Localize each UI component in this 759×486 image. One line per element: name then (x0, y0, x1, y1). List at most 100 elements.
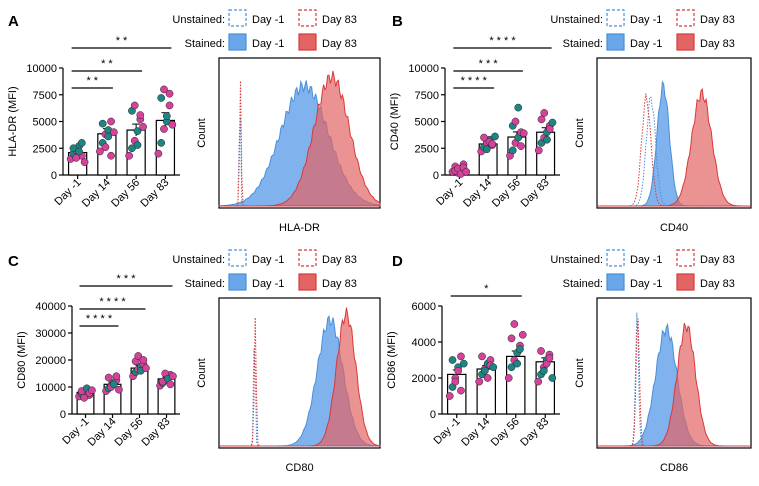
data-point (540, 109, 549, 117)
histogram-y-label: Count (574, 118, 586, 147)
data-point (96, 147, 104, 156)
panel-letter: C (8, 253, 19, 270)
data-point (507, 363, 516, 372)
x-tick-label: Day 56 (489, 416, 522, 449)
data-point (133, 141, 142, 149)
legend-day-b: Day 83 (322, 254, 357, 266)
y-tick-label: 30000 (35, 328, 66, 340)
data-point (482, 145, 491, 154)
data-point (101, 143, 110, 152)
significance-label: * * (101, 58, 113, 70)
data-point (88, 386, 96, 395)
legend-day-b: Day 83 (322, 14, 357, 26)
legend-swatch-unstained-day83 (298, 9, 317, 27)
x-tick-label: Day 14 (80, 177, 113, 210)
x-tick-label: Day 56 (490, 177, 523, 210)
data-point (165, 101, 174, 110)
data-point (548, 118, 557, 127)
data-point (545, 125, 554, 133)
significance-label: * * (116, 35, 128, 47)
legend-swatch-unstained-day83 (676, 249, 695, 267)
histogram-frame (596, 297, 752, 449)
significance-label: * * * * (489, 35, 516, 47)
data-point (157, 94, 166, 102)
data-point (510, 320, 519, 328)
histogram-y-label: Count (574, 358, 586, 387)
x-tick-label: Day 83 (519, 177, 552, 210)
legend-day-a: Day -1 (630, 254, 662, 266)
data-point (80, 158, 89, 167)
data-point (511, 117, 520, 126)
legend-unstained-label: Unstained: (550, 14, 603, 26)
data-point (534, 377, 543, 386)
histogram-x-label: CD86 (660, 462, 688, 474)
data-point (548, 374, 557, 382)
legend-day-b: Day 83 (700, 38, 735, 50)
y-axis-label: CD80 (MFI) (16, 331, 28, 388)
y-tick-label: 40000 (35, 301, 66, 313)
significance-label: * (484, 283, 489, 295)
legend-swatch-unstained-day-minus1 (606, 249, 625, 267)
data-point (125, 151, 133, 160)
legend-swatch-unstained-day-minus1 (228, 9, 247, 27)
data-point (77, 139, 86, 147)
legend-swatch-unstained-day-minus1 (228, 249, 247, 267)
data-point (142, 364, 150, 372)
legend-day-a: Day -1 (630, 38, 662, 50)
data-point (459, 359, 468, 368)
significance-label: * * * (117, 273, 137, 285)
data-point (516, 345, 524, 354)
histogram-stained-day83 (597, 87, 751, 207)
data-point (162, 112, 171, 121)
data-point (478, 352, 486, 361)
legend-day-b: Day 83 (700, 14, 735, 26)
y-tick-label: 0 (60, 409, 66, 421)
panel-C: C 0 10000 20000 30000 40000 CD80 (MFI) Day -1 Da… (8, 249, 381, 474)
y-tick-label: 0 (433, 170, 439, 182)
histogram-unstained-day-minus1 (219, 348, 380, 447)
legend-unstained-label: Unstained: (172, 14, 225, 26)
data-point (168, 120, 177, 129)
data-point (75, 147, 83, 156)
data-point (451, 377, 460, 386)
panel-B: B 0 2500 5000 7500 10000 CD40 (MFI) Day -1 Day 1… (389, 9, 752, 234)
histogram-A: Unstained: Stained: Day -1 Day 83 Day -1 Day … (172, 9, 381, 234)
y-tick-label: 10000 (408, 63, 439, 75)
data-point (169, 372, 177, 381)
significance-label: * * * * (86, 313, 113, 325)
x-tick-label: Day 14 (85, 416, 118, 449)
data-point (134, 352, 143, 360)
x-tick-label: Day -1 (52, 177, 83, 208)
data-point (160, 85, 168, 94)
histogram-unstained-day-minus1 (597, 312, 751, 447)
histogram-stained-day83 (219, 307, 381, 447)
data-point (139, 356, 148, 364)
data-point (130, 101, 139, 110)
x-tick-label: Day 83 (138, 177, 171, 210)
data-point (112, 372, 121, 381)
data-point (518, 330, 527, 339)
legend-swatch-stained-day83 (676, 33, 695, 51)
legend-stained-label: Stained: (185, 38, 225, 50)
legend-day-b: Day 83 (700, 278, 735, 290)
histogram-frame (218, 57, 381, 209)
data-point (165, 89, 174, 98)
data-point (543, 135, 551, 144)
legend-day-a: Day -1 (252, 38, 284, 50)
data-point (489, 363, 498, 372)
histogram-unstained-day83 (219, 80, 380, 207)
x-tick-label: Day 14 (461, 177, 494, 210)
data-point (517, 142, 525, 150)
legend-unstained-label: Unstained: (172, 254, 225, 266)
data-point (480, 366, 489, 375)
data-point (508, 146, 517, 155)
histogram-x-label: HLA-DR (279, 222, 320, 234)
legend-swatch-stained-day-minus1 (606, 33, 625, 51)
x-tick-label: Day 56 (109, 177, 142, 210)
data-point (80, 393, 89, 402)
data-point (475, 377, 484, 386)
data-point (107, 151, 115, 160)
